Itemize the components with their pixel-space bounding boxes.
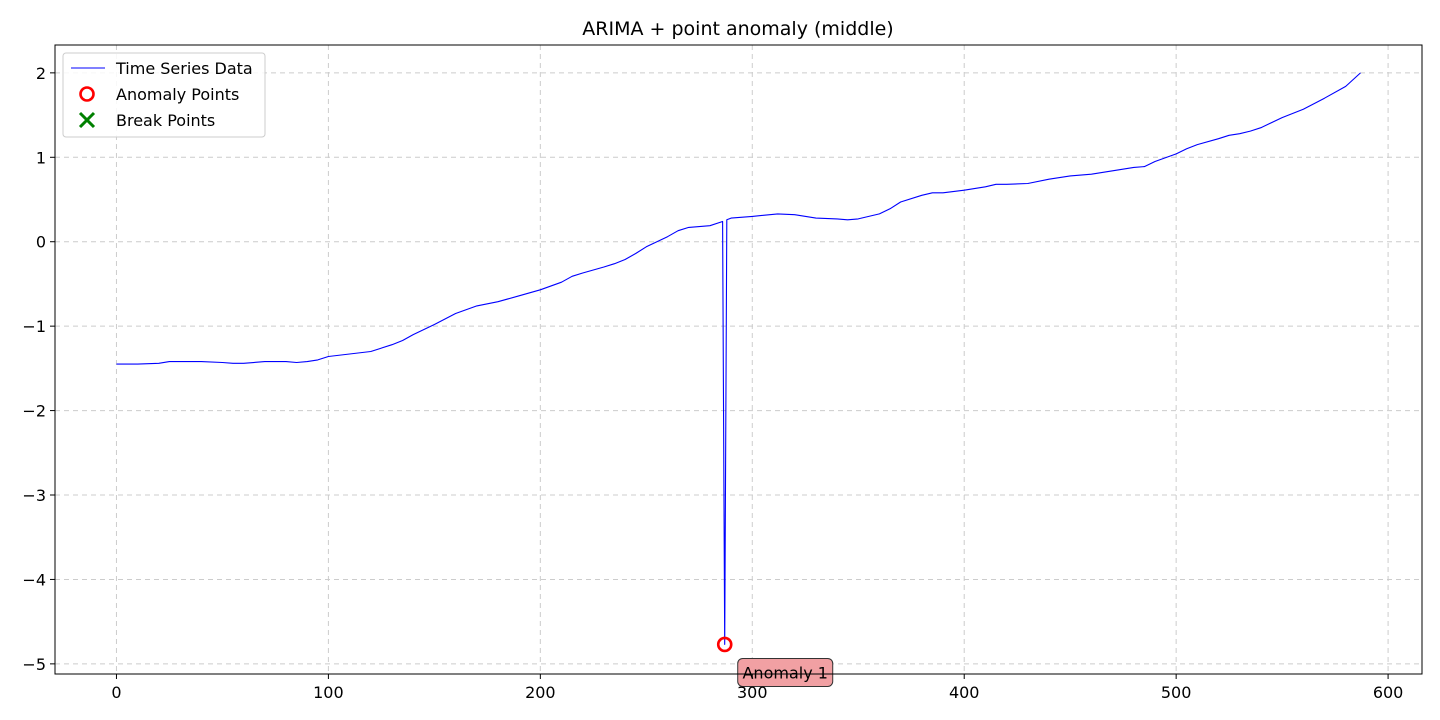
series-line-time-series-data	[116, 72, 1361, 645]
x-tick-label: 500	[1161, 683, 1192, 702]
axes-ticks: 0 100 200 300 400 500 600 −5 −4 −3 −2 −1 0 1 2	[22, 64, 1403, 702]
legend-box	[62, 52, 266, 138]
legend-swatch-circle	[79, 86, 95, 102]
anomaly-point-marker	[716, 636, 733, 653]
x-tick-label: 600	[1373, 683, 1404, 702]
legend-label: Time Series Data	[115, 59, 253, 78]
y-tick-label: −2	[22, 402, 46, 421]
legend: Time Series Data Anomaly Points Break Poin…	[62, 52, 266, 138]
legend-swatch-x	[78, 111, 96, 129]
x-tick-label: 400	[949, 683, 980, 702]
series-layer	[116, 72, 1361, 645]
legend-label: Break Points	[116, 111, 215, 130]
plot-frame	[54, 44, 1423, 675]
chart-title: ARIMA + point anomaly (middle)	[582, 18, 893, 40]
anomaly-layer: Anomaly 1	[716, 636, 834, 687]
anomaly-annotation-label: Anomaly 1	[742, 663, 827, 682]
y-tick-label: −5	[22, 655, 46, 674]
legend-label: Anomaly Points	[116, 85, 239, 104]
grid	[55, 45, 1422, 674]
y-tick-label: 1	[36, 148, 46, 167]
y-tick-label: 2	[36, 64, 46, 83]
anomaly-annotation-box	[737, 657, 834, 687]
y-tick-label: −4	[22, 570, 46, 589]
y-tick-label: −1	[22, 317, 46, 336]
x-tick-label: 200	[525, 683, 556, 702]
x-tick-label: 100	[313, 683, 344, 702]
x-tick-label: 0	[111, 683, 121, 702]
x-tick-label: 300	[737, 683, 768, 702]
y-tick-label: −3	[22, 486, 46, 505]
y-tick-label: 0	[36, 233, 46, 252]
